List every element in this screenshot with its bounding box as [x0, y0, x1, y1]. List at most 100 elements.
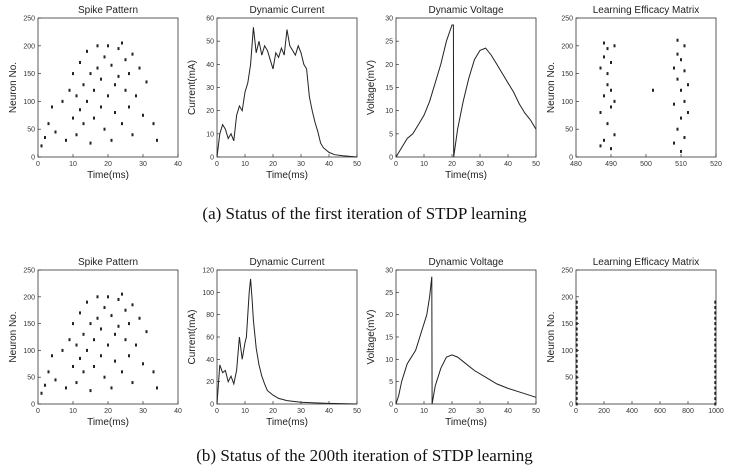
- data-point: [687, 111, 689, 115]
- data-point: [714, 306, 717, 310]
- data-point: [103, 306, 106, 310]
- x-tick-label: 0: [394, 161, 398, 168]
- x-tick-label: 480: [570, 161, 582, 168]
- data-point: [117, 324, 120, 328]
- data-point: [714, 370, 717, 374]
- y-tick-label: 30: [206, 85, 214, 92]
- y-tick-label: 250: [561, 16, 573, 23]
- data-point: [599, 144, 602, 148]
- data-point: [683, 99, 686, 103]
- data-point: [114, 111, 116, 115]
- data-point: [606, 122, 609, 126]
- x-tick-label: 50: [353, 408, 361, 415]
- y-tick-label: 0: [31, 155, 35, 162]
- y-tick-label: 15: [385, 335, 393, 342]
- y-tick-label: 150: [23, 71, 35, 78]
- x-tick-label: 0: [215, 161, 219, 168]
- plot-frame: [395, 17, 537, 158]
- data-point: [575, 322, 578, 326]
- y-tick-label: 5: [389, 379, 393, 386]
- data-point: [575, 375, 578, 379]
- y-tick-label: 200: [23, 294, 35, 301]
- data-point: [135, 343, 137, 347]
- data-point: [714, 375, 717, 379]
- data-point: [114, 332, 116, 336]
- data-point: [103, 375, 106, 379]
- x-tick-label: 10: [241, 161, 249, 168]
- data-point: [156, 386, 158, 390]
- plot-frame: [216, 17, 358, 158]
- series-line: [216, 278, 358, 405]
- data-point: [673, 102, 675, 106]
- y-tick-label: 100: [202, 290, 214, 297]
- x-tick-label: 50: [353, 161, 361, 168]
- data-point: [613, 44, 616, 48]
- data-point: [72, 364, 74, 368]
- data-point: [47, 122, 50, 126]
- y-tick-label: 10: [206, 131, 214, 138]
- data-point: [82, 83, 85, 87]
- data-point: [79, 60, 81, 64]
- y-tick-label: 60: [206, 16, 214, 23]
- data-point: [89, 322, 92, 326]
- x-tick-label: 40: [174, 161, 182, 168]
- data-point: [131, 303, 134, 307]
- y-tick-label: 20: [385, 62, 393, 69]
- data-point: [51, 105, 53, 109]
- data-point: [72, 72, 74, 76]
- data-point: [121, 370, 123, 374]
- x-tick-label: 0: [215, 408, 219, 415]
- y-tick-label: 200: [23, 43, 35, 50]
- data-point: [599, 66, 602, 70]
- data-point: [676, 52, 679, 56]
- y-axis-label: Voltage(mV): [366, 60, 377, 115]
- data-point: [131, 133, 134, 137]
- y-tick-label: 20: [206, 108, 214, 115]
- x-axis-label: Time(ms): [445, 170, 487, 181]
- x-tick-label: 20: [448, 408, 456, 415]
- data-point: [100, 77, 102, 81]
- data-point: [142, 362, 144, 366]
- data-point: [110, 386, 113, 390]
- data-point: [575, 306, 578, 310]
- data-point: [117, 74, 120, 78]
- y-tick-label: 20: [385, 312, 393, 319]
- x-tick-label: 40: [174, 408, 182, 415]
- y-tick-label: 5: [389, 131, 393, 138]
- data-point: [124, 308, 127, 312]
- data-point: [40, 391, 43, 395]
- data-point: [575, 397, 578, 401]
- data-point: [121, 292, 123, 296]
- x-tick-label: 20: [104, 408, 112, 415]
- data-point: [117, 47, 120, 51]
- y-tick-label: 30: [385, 268, 393, 275]
- data-point: [93, 116, 95, 120]
- x-tick-label: 10: [69, 161, 77, 168]
- data-point: [138, 316, 141, 320]
- x-tick-label: 30: [297, 161, 305, 168]
- panel-title: Spike Pattern: [78, 257, 138, 268]
- data-point: [82, 332, 85, 336]
- y-tick-label: 50: [565, 375, 573, 382]
- plot-frame: [575, 17, 717, 158]
- x-tick-label: 30: [139, 408, 147, 415]
- data-point: [575, 402, 578, 406]
- y-tick-label: 200: [561, 294, 573, 301]
- x-tick-label: 10: [241, 408, 249, 415]
- x-tick-label: 400: [626, 408, 638, 415]
- data-point: [100, 105, 102, 109]
- y-tick-label: 150: [23, 321, 35, 328]
- series-line: [216, 27, 358, 158]
- data-point: [606, 72, 609, 76]
- data-point: [145, 330, 148, 334]
- data-point: [65, 386, 67, 390]
- data-point: [86, 348, 88, 352]
- data-point: [110, 314, 113, 318]
- panel-title: Dynamic Voltage: [428, 5, 503, 16]
- data-point: [680, 58, 682, 62]
- y-tick-label: 120: [202, 268, 214, 275]
- data-point: [714, 364, 717, 368]
- data-point: [575, 364, 578, 368]
- x-tick-label: 200: [598, 408, 610, 415]
